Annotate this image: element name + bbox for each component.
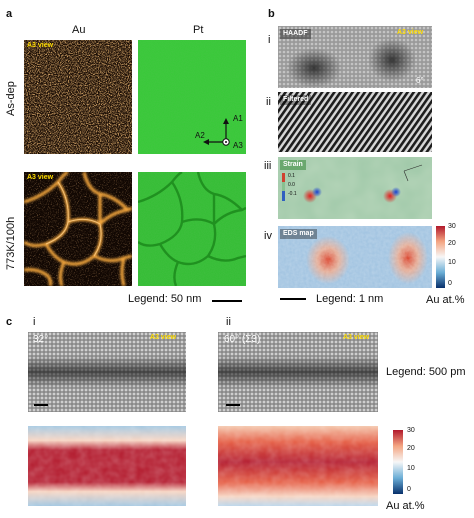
colorbar-b-min: 0 <box>448 280 452 287</box>
strain-scale-ticks: 0.1 0.0 -0.1 <box>288 172 297 199</box>
tag-filtered: Filtered <box>280 95 312 105</box>
filtered-image <box>278 92 432 152</box>
panel-c-label: c <box>6 316 13 328</box>
colorbar-c-unit: Au at.% <box>386 500 425 512</box>
axis-a1-label: A1 <box>233 114 243 123</box>
row-label-as-dep: As-dep <box>5 81 17 116</box>
row-num-b-ii: ii <box>266 96 271 108</box>
axis-a2-label: A2 <box>195 131 205 140</box>
colorbar-c-min: 0 <box>407 486 411 493</box>
strain-tick-min: -0.1 <box>288 191 297 197</box>
haadf-60-image <box>218 332 378 412</box>
colorbar-b-low: 10 <box>448 259 456 266</box>
haadf-32-image <box>28 332 186 412</box>
view-tag-au-annealed: A3 view <box>27 174 54 181</box>
view-tag-au-dep: A3 view <box>27 42 54 49</box>
view-tag-haadf: A3 view <box>397 29 424 36</box>
angle-label-c-ii: 60° (Σ3) <box>224 334 261 345</box>
legend-panel-b: Legend: 1 nm <box>316 293 384 305</box>
row-label-annealed: 773K/100h <box>5 216 17 270</box>
colorbar-b-mid: 20 <box>448 240 456 247</box>
pt-map-annealed <box>138 172 246 286</box>
column-header-pt: Pt <box>193 24 204 36</box>
tag-eds-map: EDS map <box>280 229 317 239</box>
scale-bar-b <box>280 298 306 300</box>
au-map-annealed <box>24 172 132 286</box>
panel-c-i-num: i <box>33 316 36 328</box>
colorbar-c-max: 30 <box>407 427 415 434</box>
legend-panel-c: Legend: 500 pm <box>386 366 466 378</box>
colorbar-c-low: 10 <box>407 465 415 472</box>
haadf-angle: 6° <box>416 76 424 85</box>
colorbar-c-mid: 20 <box>407 445 415 452</box>
axis-a3-label: A3 <box>233 141 243 150</box>
view-tag-c-ii: A3 view <box>343 334 370 341</box>
row-num-b-i: i <box>268 34 271 46</box>
eds-map-c-i <box>28 426 186 506</box>
tag-strain: Strain <box>280 160 306 170</box>
angle-label-c-i: 32° <box>33 334 49 345</box>
strain-tick-max: 0.1 <box>288 173 295 179</box>
column-header-au: Au <box>72 24 86 36</box>
panel-c-ii-num: ii <box>226 316 231 328</box>
eds-map-c-ii <box>218 426 378 506</box>
axis-indicator <box>195 112 243 152</box>
panel-b-label: b <box>268 8 275 20</box>
eds-map-b <box>278 226 432 288</box>
au-map-as-dep <box>24 40 132 154</box>
panel-a-label: a <box>6 8 13 20</box>
colorbar-c <box>393 430 403 494</box>
row-num-b-iv: iv <box>264 230 272 242</box>
legend-panel-a: Legend: 50 nm <box>128 293 202 305</box>
strain-tick-mid: 0.0 <box>288 182 295 188</box>
haadf-image <box>278 26 432 88</box>
view-tag-c-i: A3 view <box>150 334 177 341</box>
tag-haadf: HAADF <box>280 29 311 39</box>
scale-bar-a <box>212 300 242 302</box>
colorbar-b-max: 30 <box>448 223 456 230</box>
colorbar-b <box>436 226 445 288</box>
colorbar-b-unit: Au at.% <box>426 294 465 306</box>
row-num-b-iii: iii <box>264 160 272 172</box>
pt-map-as-dep <box>138 40 246 154</box>
